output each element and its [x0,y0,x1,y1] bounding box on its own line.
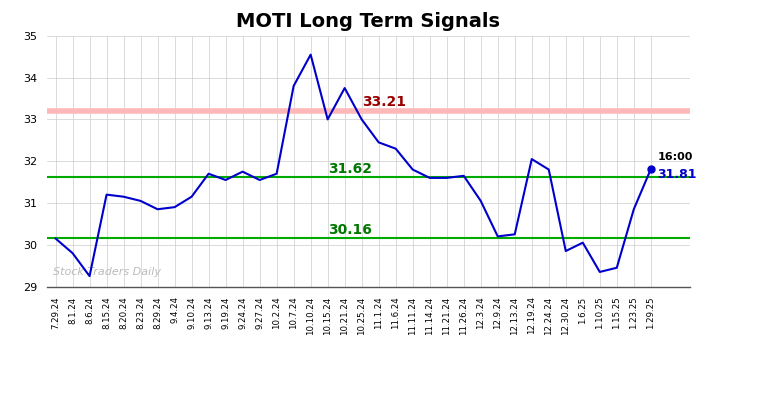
Text: Stock Traders Daily: Stock Traders Daily [53,267,162,277]
Text: 31.62: 31.62 [328,162,372,176]
Text: 31.81: 31.81 [658,168,697,181]
Text: 30.16: 30.16 [328,223,372,237]
Text: 33.21: 33.21 [361,96,405,109]
Text: 16:00: 16:00 [658,152,693,162]
Title: MOTI Long Term Signals: MOTI Long Term Signals [237,12,500,31]
